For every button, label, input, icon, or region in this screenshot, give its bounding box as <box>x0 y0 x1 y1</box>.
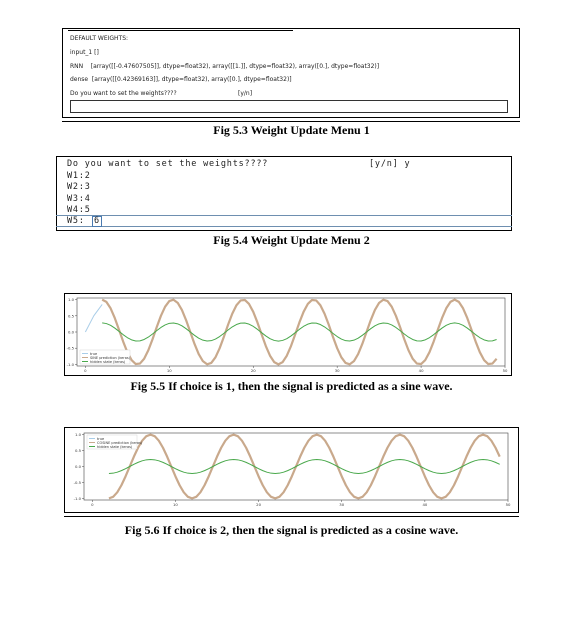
y-tick-label: 1.0 <box>75 432 82 437</box>
dense-layer-weights: dense [array([[0.42369163]], dtype=float… <box>70 76 292 83</box>
x-tick-label: 20 <box>256 502 261 507</box>
yes-no-answer: [y/n] y <box>369 159 411 169</box>
fig55-caption: Fig 5.5 If choice is 1, then the signal … <box>130 379 453 393</box>
weight-w4-line: W4:5 <box>67 205 91 215</box>
weight-w1-line: W1:2 <box>67 170 91 181</box>
series-line-2 <box>108 458 500 475</box>
fig53-caption: Fig 5.3 Weight Update Menu 1 <box>213 123 370 137</box>
plot-frame <box>76 297 506 367</box>
fig56-rule <box>64 516 519 517</box>
y-tick-label: 1.0 <box>68 297 75 302</box>
y-tick-label: 0.5 <box>75 448 82 453</box>
weight-w2-line: W2:3 <box>67 182 91 192</box>
x-tick-label: 40 <box>419 368 424 373</box>
x-tick-label: 0 <box>84 368 87 373</box>
legend-box <box>79 349 131 365</box>
y-tick-label: -0.5 <box>67 346 75 351</box>
weight-w5-input-row[interactable]: W5: 6 <box>56 215 512 227</box>
series-line-0 <box>84 304 103 333</box>
weight-w5-label: W5: <box>67 216 85 226</box>
series-line-1 <box>108 433 501 500</box>
series-line-2 <box>102 322 497 342</box>
weight-w5-value[interactable]: 6 <box>92 216 102 227</box>
cosine-chart-panel: 1.0 0.5 0.0 -0.5 -1.0 0 10 20 30 40 50 true COSINE p… <box>64 427 519 513</box>
x-tick-label: 30 <box>339 502 344 507</box>
legend-box <box>86 434 138 450</box>
legend-label: true <box>97 437 104 441</box>
legend-label: COSINE prediction (keras) <box>97 441 143 445</box>
x-tick-label: 10 <box>167 368 172 373</box>
x-tick-label: 0 <box>91 502 94 507</box>
fig56-caption: Fig 5.6 If choice is 2, then the signal … <box>124 523 459 537</box>
x-tick-label: 10 <box>173 502 178 507</box>
legend-label: SINE prediction (keras) <box>90 356 131 360</box>
x-tick-label: 40 <box>422 502 427 507</box>
x-tick-label: 30 <box>335 368 340 373</box>
weights-menu-2-panel: Do you want to set the weights???? [y/n]… <box>56 156 512 231</box>
rnn-layer-weights: RNN [array([[-0.47607505]], dtype=float3… <box>70 63 380 70</box>
default-weights-title: DEFAULT WEIGHTS: <box>70 35 129 42</box>
legend-label: hidden state (keras) <box>97 445 133 449</box>
x-tick-label: 50 <box>503 368 508 373</box>
legend-label: hidden state (keras) <box>90 360 126 364</box>
weights-answer-input[interactable] <box>70 100 508 113</box>
y-tick-label: 0.0 <box>68 330 75 335</box>
legend-label: true <box>90 352 97 356</box>
y-tick-label: -1.0 <box>74 496 82 501</box>
x-tick-label: 20 <box>251 368 256 373</box>
y-tick-label: -1.0 <box>67 362 75 367</box>
fig54-caption: Fig 5.4 Weight Update Menu 2 <box>213 233 370 247</box>
input-layer-weights: input_1 [] <box>70 49 99 56</box>
weight-w3-line: W3:4 <box>67 193 91 204</box>
yes-no-choice: [y/n] <box>238 90 253 97</box>
series-line-1 <box>101 298 498 366</box>
weights-menu-1-panel: DEFAULT WEIGHTS: input_1 [] RNN [array([… <box>62 28 520 118</box>
y-tick-label: -0.5 <box>74 480 82 485</box>
set-weights-prompt-2: Do you want to set the weights???? <box>67 159 269 169</box>
set-weights-prompt: Do you want to set the weights???? <box>70 90 177 97</box>
y-tick-label: 0.5 <box>68 313 75 318</box>
top-short-rule <box>68 30 293 31</box>
fig53-rule <box>62 121 520 122</box>
y-tick-label: 0.0 <box>75 464 82 469</box>
sine-chart-panel: 1.0 0.5 0.0 -0.5 -1.0 0 10 20 30 40 50 true SINE pre… <box>64 293 512 376</box>
x-tick-label: 50 <box>506 502 511 507</box>
